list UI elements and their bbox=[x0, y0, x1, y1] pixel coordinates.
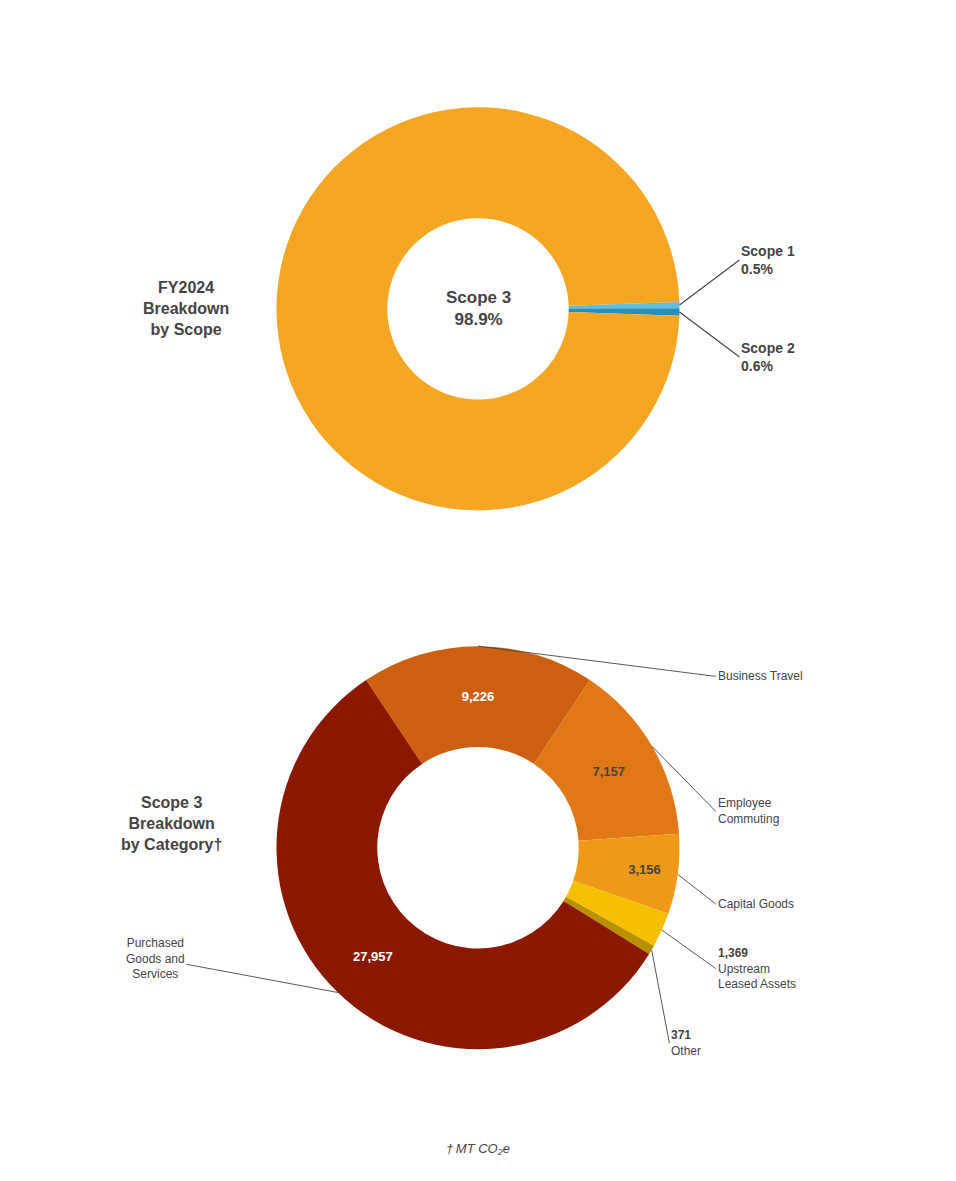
svg-text:3,156: 3,156 bbox=[628, 862, 661, 877]
svg-text:7,157: 7,157 bbox=[592, 764, 625, 779]
svg-text:PurchasedGoods andServices: PurchasedGoods andServices bbox=[126, 936, 185, 981]
svg-text:† MT CO₂e: † MT CO₂e bbox=[446, 1141, 510, 1156]
svg-text:FY2024Breakdownby Scope: FY2024Breakdownby Scope bbox=[143, 279, 229, 338]
svg-text:Scope 3Breakdownby Category†: Scope 3Breakdownby Category† bbox=[121, 794, 222, 853]
svg-text:Capital Goods: Capital Goods bbox=[718, 897, 794, 911]
svg-text:371Other: 371Other bbox=[671, 1028, 701, 1058]
svg-text:Scope 20.6%: Scope 20.6% bbox=[741, 340, 795, 374]
svg-text:27,957: 27,957 bbox=[353, 949, 393, 964]
svg-text:Business Travel: Business Travel bbox=[718, 669, 803, 683]
svg-text:9,226: 9,226 bbox=[462, 689, 495, 704]
svg-text:1,369UpstreamLeased Assets: 1,369UpstreamLeased Assets bbox=[718, 946, 796, 991]
svg-text:Scope 398.9%: Scope 398.9% bbox=[446, 288, 511, 329]
svg-text:Scope 10.5%: Scope 10.5% bbox=[741, 243, 795, 277]
svg-text:EmployeeCommuting: EmployeeCommuting bbox=[718, 796, 779, 826]
